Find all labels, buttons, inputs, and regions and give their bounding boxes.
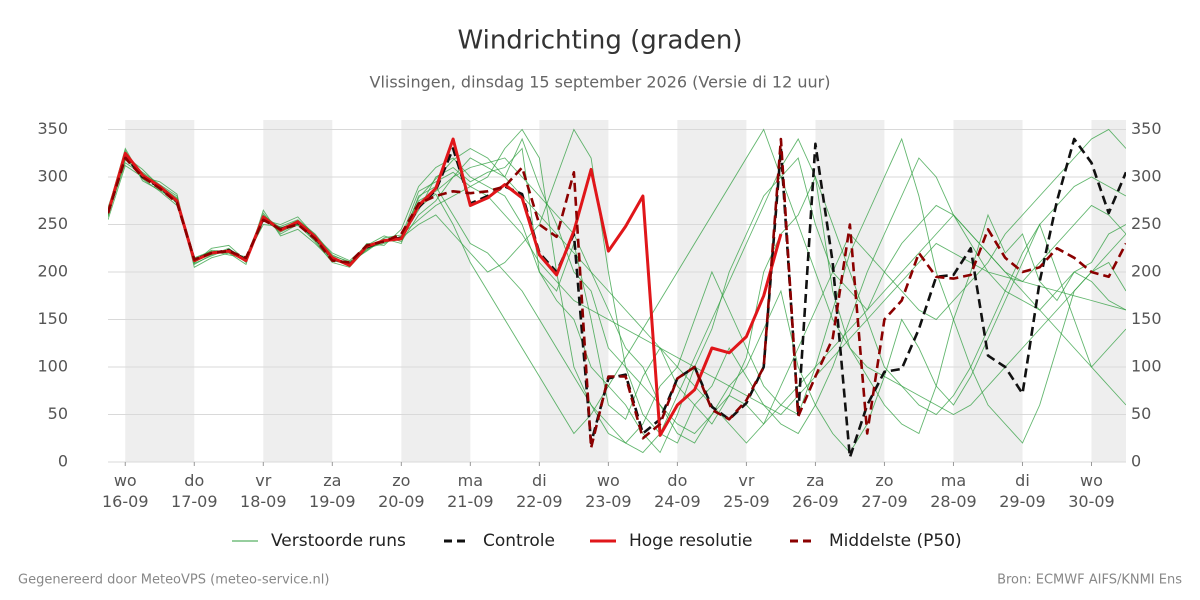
x-tick-label: wo 23-09 <box>585 471 632 511</box>
y-tick-label: 100 <box>37 357 68 376</box>
series-line <box>108 137 1126 450</box>
y-tick-label: 150 <box>37 309 68 328</box>
x-tick-label: wo 30-09 <box>1068 471 1115 511</box>
y-tick-label: 50 <box>48 404 68 423</box>
ensemble-line <box>108 128 1126 454</box>
x-tick-label: do 24-09 <box>654 471 701 511</box>
x-tick-label: di 22-09 <box>516 471 563 511</box>
y2-tick-label: 300 <box>1131 167 1162 186</box>
y-tick-label: 350 <box>37 119 68 138</box>
chart-title: Windrichting (graden) <box>457 26 742 56</box>
legend-label: Middelste (P50) <box>829 531 962 551</box>
series-line <box>108 137 1126 459</box>
x-tick-label: za 19-09 <box>309 471 356 511</box>
ensemble-line <box>108 137 1126 454</box>
x-tick-label: vr 18-09 <box>240 471 287 511</box>
credit: Gegenereerd door MeteoVPS (meteo-service… <box>18 573 329 588</box>
y2-tick-label: 100 <box>1131 357 1162 376</box>
x-tick-label: zo 27-09 <box>861 471 908 511</box>
x-tick-label: vr 25-09 <box>723 471 770 511</box>
y2-tick-label: 50 <box>1131 404 1151 423</box>
chart-subtitle: Vlissingen, dinsdag 15 september 2026 (V… <box>370 73 831 92</box>
plot-area <box>108 128 1126 459</box>
y2-tick-label: 250 <box>1131 214 1162 233</box>
x-tick-label: wo 16-09 <box>102 471 149 511</box>
legend-label: Hoge resolutie <box>629 531 753 551</box>
source: Bron: ECMWF AIFS/KNMI Ens <box>997 573 1182 588</box>
y2-tick-label: 200 <box>1131 262 1162 281</box>
ensemble-line <box>108 157 1126 416</box>
y-tick-label: 0 <box>58 452 68 471</box>
y2-tick-label: 150 <box>1131 309 1162 328</box>
y-tick-label: 250 <box>37 214 68 233</box>
y2-tick-label: 350 <box>1131 119 1162 138</box>
x-tick-label: ma 28-09 <box>930 471 977 511</box>
x-tick-label: zo 20-09 <box>378 471 425 511</box>
y-tick-label: 300 <box>37 167 68 186</box>
day-band <box>1091 120 1126 462</box>
legend-label: Verstoorde runs <box>271 531 406 551</box>
x-tick-label: ma 21-09 <box>447 471 494 511</box>
y-tick-label: 200 <box>37 262 68 281</box>
x-tick-label: do 17-09 <box>171 471 218 511</box>
x-tick-label: di 29-09 <box>999 471 1046 511</box>
legend-label: Controle <box>483 531 555 551</box>
y2-tick-label: 0 <box>1131 452 1141 471</box>
day-band <box>263 120 333 462</box>
ensemble-line <box>108 147 1126 435</box>
x-tick-label: za 26-09 <box>792 471 839 511</box>
